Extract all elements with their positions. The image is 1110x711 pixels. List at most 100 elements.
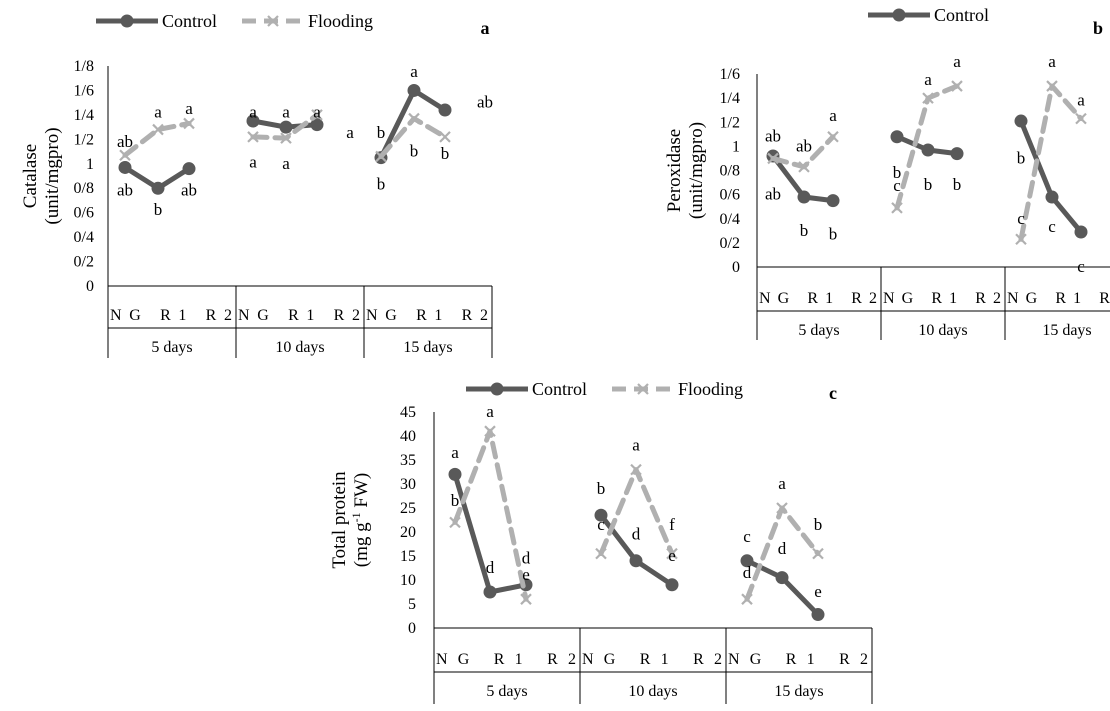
data-point-flooding — [449, 516, 461, 529]
data-point-control — [1074, 225, 1088, 239]
significance-letter: e — [522, 565, 530, 584]
data-point-control — [775, 571, 789, 585]
y-tick-label: 1/2 — [720, 114, 740, 131]
group-label: 5 days — [486, 683, 527, 700]
category-label: NG R1 R2 — [1007, 290, 1110, 307]
y-axis-unit: (unit/mgpro) — [42, 127, 63, 224]
significance-letter: b — [1017, 148, 1026, 167]
y-tick-label: 45 — [400, 404, 416, 421]
panel-label: c — [829, 383, 837, 403]
data-point-control — [310, 118, 324, 132]
y-tick-label: 0 — [408, 620, 416, 637]
y-axis-unit-part: (mg g — [351, 522, 372, 567]
data-point-control — [1045, 190, 1059, 204]
y-tick-label: 5 — [408, 596, 416, 613]
data-point-flooding — [798, 161, 810, 173]
significance-letter: a — [410, 62, 418, 81]
data-point-control — [629, 554, 643, 568]
y-tick-label: 0/2 — [720, 235, 740, 252]
significance-letter: ab — [117, 132, 133, 151]
significance-letter: b — [410, 142, 419, 161]
significance-letter: c — [743, 527, 751, 546]
category-label: NG R1 R2 — [883, 290, 1001, 307]
significance-letter: b — [451, 491, 460, 510]
y-tick-label: 30 — [400, 476, 416, 493]
group-label: 10 days — [275, 339, 324, 356]
group-label: 5 days — [798, 322, 839, 339]
y-tick-label: 0 — [732, 259, 740, 276]
significance-letter: f — [669, 515, 675, 534]
data-point-control — [797, 190, 811, 204]
legend-label-control: Control — [162, 11, 217, 31]
panel-label: b — [1093, 18, 1103, 38]
legend-marker-flooding — [267, 15, 279, 27]
significance-letter: b — [377, 175, 386, 194]
group-label: 5 days — [151, 339, 192, 356]
y-tick-label: 1/8 — [74, 58, 94, 75]
data-point-flooding — [520, 593, 532, 605]
significance-letter: c — [1077, 257, 1085, 276]
data-point-control — [1014, 114, 1028, 128]
data-point-flooding — [922, 92, 934, 104]
y-axis-title: Catalase — [20, 144, 41, 208]
data-point-flooding — [484, 425, 496, 437]
y-tick-label: 0/6 — [720, 187, 740, 204]
data-point-flooding — [375, 150, 387, 163]
significance-letter: ab — [765, 185, 781, 204]
chart-panel-a: 0 0/2 0/4 0/6 0/8 1 1/2 1/4 1/6 1/8 Catalase (unit/… — [20, 11, 493, 358]
significance-letter: d — [486, 558, 495, 577]
significance-letter: e — [814, 582, 822, 601]
category-label: NG R1 R2 — [436, 651, 576, 668]
data-point-flooding — [183, 117, 195, 130]
category-label: NG R1 R2 — [366, 307, 488, 324]
data-point-control — [448, 467, 462, 481]
category-label: NG R1 R2 — [238, 307, 360, 324]
significance-letter: a — [632, 436, 640, 455]
group-label: 10 days — [628, 683, 677, 700]
significance-letter: b — [441, 144, 450, 163]
data-point-flooding — [951, 80, 963, 92]
data-point-control — [594, 508, 608, 522]
data-point-flooding — [630, 463, 642, 476]
data-point-control — [665, 578, 679, 592]
y-tick-label: 0/6 — [74, 205, 94, 222]
significance-letter: a — [313, 102, 321, 121]
significance-letter: a — [451, 443, 459, 462]
significance-letter: a — [154, 102, 162, 121]
y-tick-label: 25 — [400, 500, 416, 517]
data-point-flooding — [891, 202, 903, 214]
significance-letter: c — [893, 176, 901, 195]
group-label: 15 days — [774, 683, 823, 700]
significance-letter: a — [829, 106, 837, 125]
significance-letter: b — [893, 163, 902, 182]
significance-letter: b — [597, 479, 606, 498]
data-point-flooding — [1075, 112, 1087, 125]
significance-letter: a — [1048, 52, 1056, 71]
data-point-control — [811, 608, 825, 622]
significance-letter: b — [377, 123, 386, 142]
significance-letter: a — [953, 52, 961, 71]
significance-letter: ab — [117, 181, 133, 200]
data-point-control — [151, 181, 165, 195]
y-axis-title: Total protein — [329, 471, 350, 569]
data-point-control — [246, 114, 260, 128]
data-point-flooding — [119, 149, 131, 161]
data-point-flooding — [741, 593, 753, 605]
data-point-flooding — [827, 130, 839, 143]
significance-letter: b — [800, 221, 809, 240]
y-tick-label: 10 — [400, 572, 416, 589]
y-tick-label: 0/2 — [74, 254, 94, 271]
data-point-flooding — [776, 502, 788, 514]
category-label: NG R1 R2 — [759, 290, 877, 307]
legend-marker-control — [490, 382, 504, 396]
significance-letter: c — [597, 515, 605, 534]
significance-letter: b — [924, 175, 933, 194]
data-point-control — [483, 585, 497, 599]
y-tick-label: 35 — [400, 452, 416, 469]
significance-letter: e — [668, 546, 676, 565]
data-point-control — [407, 83, 421, 97]
data-point-control — [279, 120, 293, 134]
data-point-control — [438, 103, 452, 117]
significance-letter: b — [154, 200, 163, 219]
